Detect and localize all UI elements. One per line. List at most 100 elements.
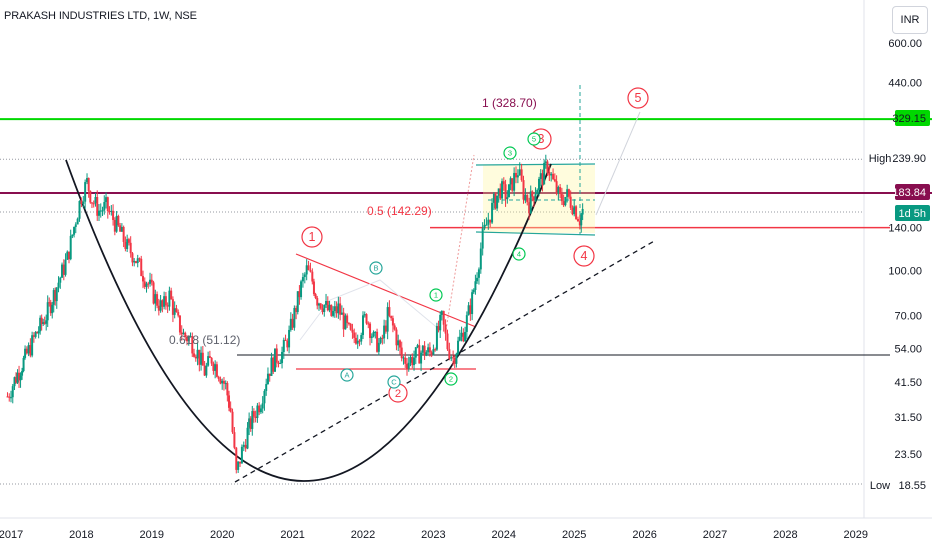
- candle-body: [398, 340, 401, 348]
- candle-body: [536, 189, 539, 195]
- price-tag-value: 18.55: [898, 480, 926, 492]
- candle-body: [458, 336, 461, 341]
- y-tick-label: 600.00: [888, 38, 922, 50]
- candle-body: [362, 315, 364, 336]
- candle-body: [99, 210, 102, 212]
- candle-body: [134, 261, 137, 263]
- candle-body: [182, 332, 185, 335]
- currency-button[interactable]: INR: [892, 6, 928, 34]
- candle-body: [196, 349, 199, 359]
- candle-body: [491, 202, 494, 223]
- candle-body: [145, 283, 148, 287]
- candle-body: [407, 362, 410, 369]
- candle-body: [571, 207, 574, 215]
- candle-body: [90, 202, 93, 204]
- candle-body: [509, 178, 512, 185]
- candle-body: [581, 208, 584, 215]
- candle-body: [115, 215, 118, 232]
- candle-body: [254, 416, 257, 418]
- candle-body: [8, 396, 11, 398]
- candle-body: [328, 304, 331, 311]
- candle-body: [156, 294, 159, 306]
- candle-body: [576, 219, 579, 222]
- wave-teal-a-circle: [340, 368, 354, 382]
- price-tag-bg: [895, 110, 930, 126]
- wave-green-4: 4: [517, 250, 521, 259]
- candle-body: [430, 352, 433, 355]
- candle-body: [307, 265, 310, 271]
- candle-body: [64, 259, 67, 275]
- candle-body: [178, 315, 181, 333]
- candle-body: [323, 304, 326, 312]
- price-tag-value: 183.84: [892, 187, 926, 199]
- wave-red-5-circle: [627, 87, 649, 109]
- candle-body: [154, 294, 157, 304]
- candle-body: [439, 314, 442, 331]
- candle-body: [281, 351, 284, 364]
- projection-path-a: [445, 154, 475, 331]
- candle-body: [34, 332, 37, 337]
- candle-body: [369, 323, 372, 338]
- candle-body: [39, 317, 42, 332]
- candle-body: [62, 264, 65, 275]
- candle-body: [166, 305, 169, 307]
- price-tag-bg: [895, 184, 930, 200]
- candle-body: [68, 251, 71, 260]
- candle-body: [467, 305, 470, 316]
- candle-body: [342, 312, 345, 330]
- candle-body: [103, 202, 106, 211]
- fib-label-0-5: 0.5 (142.29): [367, 204, 432, 218]
- candle-body: [376, 331, 379, 352]
- candle-body: [305, 265, 308, 275]
- wave-red-1-circle: [301, 226, 323, 248]
- candle-body: [351, 329, 354, 333]
- wave-green-2-circle: [444, 372, 458, 386]
- candle-body: [497, 188, 500, 196]
- candle-body: [511, 178, 514, 191]
- candle-body: [150, 279, 153, 283]
- candle-body: [231, 411, 234, 433]
- candle-body: [193, 353, 196, 357]
- candle-body: [224, 383, 227, 385]
- candle-body: [460, 332, 463, 337]
- candle-body: [469, 305, 472, 315]
- candle-body: [575, 206, 578, 220]
- candle-body: [440, 311, 443, 315]
- candle-body: [252, 411, 255, 417]
- candle-body: [129, 242, 132, 254]
- candle-body: [384, 325, 387, 332]
- candle-body: [492, 193, 495, 203]
- price-tag-label: Low: [870, 480, 890, 492]
- wave-red-1: 1: [309, 230, 316, 244]
- candle-body: [559, 187, 562, 195]
- candle-body: [265, 384, 268, 391]
- candle-body: [520, 169, 523, 181]
- candle-body: [203, 365, 206, 376]
- candle-body: [143, 281, 146, 287]
- candle-body: [402, 357, 405, 359]
- candle-body: [235, 447, 238, 470]
- candle-body: [173, 308, 176, 315]
- candle-body: [353, 332, 356, 338]
- candle-body: [170, 290, 173, 300]
- candle-body: [450, 357, 453, 359]
- candle-body: [31, 335, 34, 356]
- candle-body: [52, 290, 55, 305]
- y-tick-label: 100.00: [888, 265, 922, 277]
- wedge-top-line: [295, 253, 477, 328]
- candle-body: [277, 362, 280, 364]
- candle-body: [22, 357, 25, 372]
- candle-body: [18, 372, 21, 381]
- candle-body: [321, 308, 324, 312]
- candle-body: [69, 235, 72, 260]
- candle-body: [578, 221, 581, 226]
- candle-body: [504, 184, 507, 200]
- candle-body: [309, 270, 312, 272]
- candle-body: [212, 363, 215, 371]
- candle-body: [275, 348, 278, 363]
- candle-body: [119, 225, 122, 232]
- candle-body: [528, 202, 531, 214]
- x-tick-label: 2017: [0, 529, 23, 541]
